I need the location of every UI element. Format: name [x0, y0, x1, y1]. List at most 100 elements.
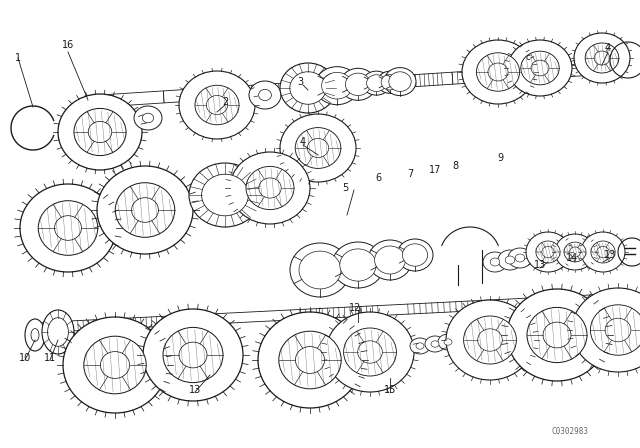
Ellipse shape — [259, 90, 271, 101]
Ellipse shape — [322, 73, 353, 99]
Text: 9: 9 — [497, 153, 503, 163]
Ellipse shape — [444, 339, 452, 345]
Ellipse shape — [230, 152, 310, 224]
Polygon shape — [498, 293, 630, 310]
Text: 16: 16 — [62, 40, 74, 50]
Ellipse shape — [378, 71, 401, 93]
Ellipse shape — [476, 53, 520, 91]
Ellipse shape — [555, 234, 595, 270]
Ellipse shape — [332, 242, 384, 288]
Ellipse shape — [340, 68, 376, 100]
Ellipse shape — [279, 331, 341, 389]
Ellipse shape — [206, 95, 228, 115]
Text: 1: 1 — [15, 53, 21, 63]
Ellipse shape — [431, 341, 439, 347]
Ellipse shape — [100, 352, 129, 379]
Ellipse shape — [97, 166, 193, 254]
Ellipse shape — [591, 241, 615, 263]
Ellipse shape — [508, 248, 532, 268]
Text: 13: 13 — [534, 260, 546, 270]
Ellipse shape — [410, 338, 430, 354]
Ellipse shape — [280, 114, 356, 182]
Ellipse shape — [397, 239, 433, 271]
Text: 13: 13 — [604, 250, 616, 260]
Ellipse shape — [84, 336, 146, 394]
Ellipse shape — [38, 201, 98, 255]
Ellipse shape — [570, 247, 580, 257]
Text: 2: 2 — [222, 97, 228, 107]
Ellipse shape — [581, 232, 625, 272]
Ellipse shape — [259, 178, 281, 198]
Ellipse shape — [295, 128, 341, 168]
Ellipse shape — [346, 73, 371, 95]
Ellipse shape — [42, 310, 74, 354]
Text: 4: 4 — [605, 43, 611, 53]
Ellipse shape — [358, 341, 382, 363]
Ellipse shape — [58, 94, 142, 170]
Ellipse shape — [574, 33, 630, 83]
Polygon shape — [84, 91, 164, 108]
Text: 17: 17 — [429, 165, 441, 175]
Ellipse shape — [594, 51, 610, 65]
Ellipse shape — [483, 252, 507, 272]
Ellipse shape — [202, 174, 248, 216]
Ellipse shape — [290, 72, 326, 104]
Ellipse shape — [462, 40, 534, 104]
Polygon shape — [163, 79, 348, 103]
Text: 15: 15 — [384, 385, 396, 395]
Text: 8: 8 — [452, 161, 458, 171]
Ellipse shape — [326, 312, 414, 392]
Ellipse shape — [527, 307, 587, 362]
Ellipse shape — [280, 63, 336, 113]
Ellipse shape — [531, 60, 549, 76]
Ellipse shape — [362, 71, 390, 95]
Ellipse shape — [367, 75, 386, 91]
Ellipse shape — [195, 85, 239, 125]
Ellipse shape — [425, 336, 445, 352]
Text: 6: 6 — [375, 173, 381, 183]
Ellipse shape — [132, 198, 159, 222]
Ellipse shape — [143, 309, 243, 401]
Polygon shape — [347, 72, 453, 91]
Ellipse shape — [477, 329, 502, 351]
Ellipse shape — [403, 244, 428, 266]
Ellipse shape — [490, 258, 500, 266]
Ellipse shape — [605, 318, 631, 342]
Text: c: c — [525, 53, 531, 63]
Polygon shape — [360, 300, 499, 316]
Text: 11: 11 — [44, 353, 56, 363]
Ellipse shape — [63, 317, 167, 413]
Ellipse shape — [389, 72, 412, 91]
Ellipse shape — [507, 289, 607, 381]
Ellipse shape — [508, 40, 572, 96]
Ellipse shape — [189, 163, 261, 227]
Ellipse shape — [307, 138, 329, 158]
Ellipse shape — [299, 251, 341, 289]
Polygon shape — [29, 315, 180, 333]
Ellipse shape — [47, 318, 68, 346]
Ellipse shape — [446, 300, 534, 380]
Ellipse shape — [134, 106, 162, 130]
Ellipse shape — [564, 242, 586, 262]
Ellipse shape — [20, 184, 116, 272]
Text: C0302983: C0302983 — [552, 427, 589, 436]
Ellipse shape — [246, 166, 294, 210]
Ellipse shape — [296, 347, 324, 374]
Ellipse shape — [463, 316, 516, 364]
Ellipse shape — [374, 246, 405, 274]
Ellipse shape — [249, 81, 281, 109]
Ellipse shape — [585, 43, 619, 73]
Ellipse shape — [543, 322, 571, 348]
Ellipse shape — [384, 68, 416, 95]
Text: 10: 10 — [19, 353, 31, 363]
Ellipse shape — [344, 328, 396, 376]
Ellipse shape — [488, 63, 508, 81]
Ellipse shape — [505, 256, 515, 264]
Ellipse shape — [526, 232, 570, 272]
Ellipse shape — [179, 342, 207, 368]
Text: 13: 13 — [189, 385, 201, 395]
Ellipse shape — [416, 343, 424, 349]
Text: 12: 12 — [349, 303, 361, 313]
Ellipse shape — [340, 249, 376, 281]
Ellipse shape — [315, 67, 359, 105]
